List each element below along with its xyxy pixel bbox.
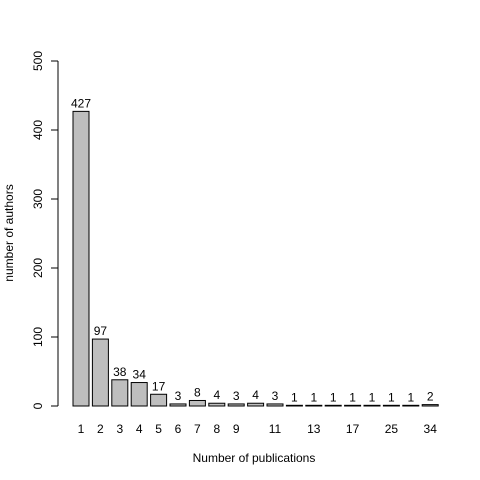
x-tick-label: 17 [346,422,360,436]
bar [305,404,323,407]
bar-value-label: 34 [133,368,147,382]
y-axis-title: number of authors [2,184,16,281]
bar-value-label: 4 [252,388,259,402]
bar [266,403,284,407]
bar [344,404,362,407]
bar-value-label: 2 [427,390,434,404]
bar-value-label: 1 [388,390,395,404]
bar [169,403,187,407]
x-tick-label: 1 [78,422,85,436]
bar-value-label: 1 [310,390,317,404]
bar-value-label: 427 [71,96,91,110]
bar-value-label: 1 [349,390,356,404]
bar-value-label: 3 [233,389,240,403]
bar-value-label: 1 [407,390,414,404]
x-tick-label: 8 [213,422,220,436]
bar-value-label: 3 [272,389,279,403]
bar [324,404,342,407]
y-tick-label: 0 [31,402,45,409]
y-tick-label: 500 [31,51,45,71]
x-tick-label: 34 [424,422,438,436]
x-tick-label: 9 [233,422,240,436]
bar-value-label: 8 [194,385,201,399]
bar [150,393,168,407]
x-tick-label: 5 [155,422,162,436]
bar-value-label: 3 [175,389,182,403]
x-axis-title: Number of publications [193,451,316,465]
x-tick-label: 13 [307,422,321,436]
bar [421,404,439,407]
x-tick-labels: 1 2 3 4 5 6 7 8 9 11 13 17 25 34 [78,422,438,436]
bar [188,399,206,407]
x-tick-label: 6 [175,422,182,436]
y-tick-label: 100 [31,327,45,347]
bar [130,382,148,407]
y-tick-label: 200 [31,258,45,278]
bar [227,403,245,407]
bar-value-label: 4 [213,388,220,402]
bar [72,110,90,407]
y-tick-label: 300 [31,189,45,209]
x-tick-label: 4 [136,422,143,436]
y-tick-label: 400 [31,120,45,140]
bar [402,404,420,407]
bar [91,338,109,407]
bar-value-label: 1 [291,390,298,404]
x-tick-label: 11 [269,422,282,436]
bar [208,402,226,407]
bar-value-label: 1 [369,390,376,404]
bar [363,404,381,407]
bar-value-label: 1 [330,390,337,404]
bar-value-label: 97 [94,324,108,338]
x-tick-label: 2 [97,422,104,436]
bar [382,404,400,407]
y-axis: 0 100 200 300 400 500 [31,51,59,409]
bar [247,402,265,407]
bar-value-label: 17 [152,379,166,393]
x-tick-label: 7 [194,422,201,436]
x-tick-label: 25 [385,422,399,436]
bar [285,404,303,407]
bar [111,379,129,407]
x-tick-label: 3 [116,422,123,436]
bar-value-label: 38 [113,365,127,379]
